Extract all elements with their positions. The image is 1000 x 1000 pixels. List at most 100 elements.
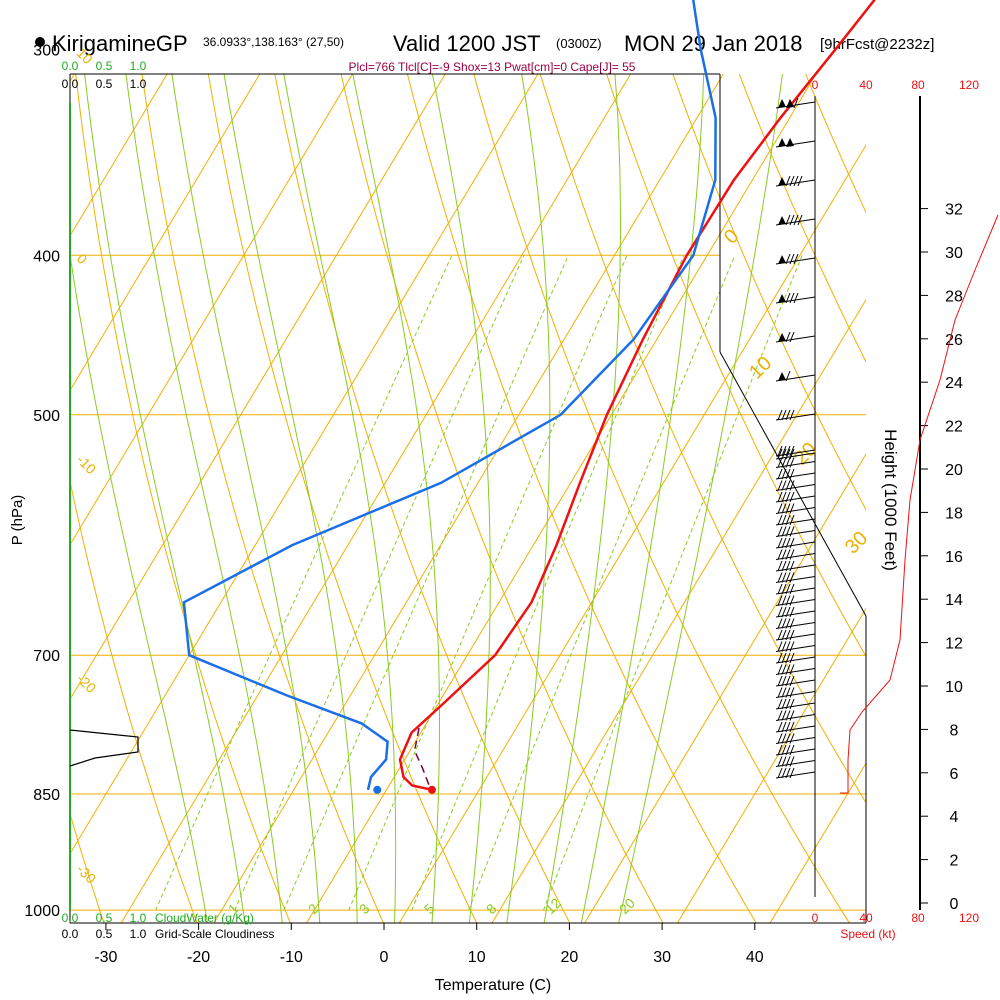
wind-barb [775,549,816,560]
wind-barb [775,583,816,595]
dry-adiabat-line [0,0,13,931]
wind-barb-flag [793,292,799,304]
moist-adiabat-line [543,74,621,923]
wind-barb-flag [793,214,799,226]
wind-barb-flag [785,292,791,304]
moist-adiabat-line [352,74,440,923]
wind-barb-flag [785,698,791,710]
wind-barb [775,652,816,664]
wind-barb-flag [789,175,795,187]
wind-barb-flag [785,583,791,595]
cloudiness-tick-label-bottom: 0.0 [62,927,79,941]
wind-barb-pennant [778,333,786,342]
moist-adiabat-line [70,251,208,923]
wind-barb-flag [785,457,791,468]
wind-barb-flag [781,629,787,641]
wind-barb [775,138,816,148]
surface-dewpoint-marker [373,785,382,794]
wind-barb-flag [789,560,795,572]
cloudiness-tick-label-top: 0.0 [62,77,79,91]
isotherm-line [676,607,866,923]
y-axis-label: P (hPa) [9,495,26,546]
wind-barb-flag [789,698,795,710]
wind-barb-flag [793,175,799,187]
wind-barb [775,744,816,756]
wind-barb-flag [789,480,795,491]
wind-barb-flag [785,549,791,560]
wind-barb [775,756,816,767]
height-tick-label: 18 [945,505,963,522]
wind-barb-flag [785,641,791,652]
cloudwater-tick-label-top: 1.0 [130,59,147,73]
speed-tick-label-bottom: 120 [959,911,979,925]
dry-adiabat-line [141,74,384,923]
wind-barb [775,698,816,710]
wind-barb-flag [781,606,787,618]
wind-barb-flag [785,526,791,537]
moist-adiabat-line [223,74,358,923]
height-tick-label: 22 [945,419,963,436]
wind-barb-flag [777,468,783,480]
wind-barb-flag [777,606,783,618]
wind-barb-flag [785,560,791,572]
wind-barb [775,572,816,583]
cloudwater-tick-label-bottom: 0.0 [62,911,79,925]
height-tick-label: 14 [945,592,963,609]
moist-adiabat-label: 0 [720,225,743,248]
wind-barb-flag [785,652,791,664]
x-axis-label: Temperature (C) [435,977,551,994]
wind-barb [775,606,816,618]
moist-adiabat-line [125,74,283,923]
height-tick-label: 32 [945,202,963,219]
wind-barb-flag [785,767,791,779]
isotherm-line [584,453,866,923]
wind-barb-flag [781,537,787,549]
moist-adiabat-line [283,74,397,923]
wind-barb-flag [777,448,783,460]
isotherm-line [306,74,817,923]
dry-adiabat-line [984,0,1000,931]
wind-barb-flag [777,698,783,710]
height-tick-label: 24 [945,375,963,392]
wind-barb [775,710,816,721]
wind-barb-pennant [778,177,786,186]
dry-adiabat-line [340,74,664,923]
wind-barb-flag [785,445,791,457]
wind-barb-flag [789,710,795,721]
wind-barb-flag [789,733,795,744]
wind-barb [775,767,816,779]
speed-tick-label-bottom: 80 [911,911,925,925]
wind-barb-flag [777,572,783,583]
wind-barb-flag [785,710,791,721]
wind-barb [775,97,816,109]
wind-barb [775,675,816,687]
x-tick-label: -10 [280,949,303,966]
wind-barb-flag [785,733,791,744]
wind-barb [775,480,816,491]
dry-adiabat-line [70,478,198,923]
wind-barb-flag [785,331,791,343]
cloudiness-profile [69,729,139,767]
wind-barb-flag [781,687,787,698]
wind-barb-flag [785,687,791,698]
height-tick-label: 10 [945,679,963,696]
wind-barb-flag [789,652,795,664]
wind-barb [775,526,816,537]
cloudiness-tick-label-top: 0.5 [96,77,113,91]
wind-barb-flag [777,526,783,537]
pressure-tick-label: 1000 [24,903,60,920]
wind-barb [775,491,816,503]
wind-barb-flag [781,572,787,583]
wind-barb-flag [785,175,791,187]
dewpoint-profile [182,0,717,791]
wind-barb-flag [777,652,783,664]
wind-barb-flag [781,549,787,560]
wind-barb-pennant [778,372,786,381]
forecast-date: MON 29 Jan 2018 [624,31,803,56]
wind-barb-flag [781,652,787,664]
wind-barb-flag [785,409,791,421]
isotherm-line [70,74,354,546]
wind-barb-flag [789,537,795,549]
valid-time: Valid 1200 JST [393,31,541,56]
wind-barb-flag [777,641,783,652]
